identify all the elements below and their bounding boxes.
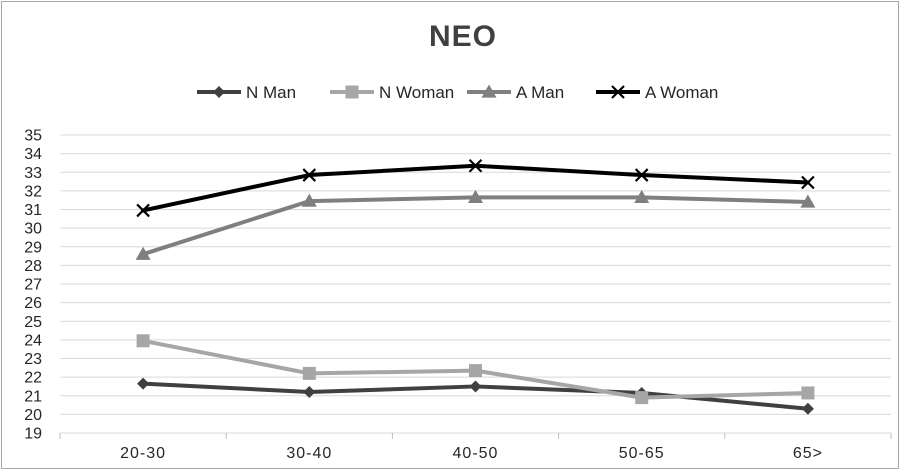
series-line-a-man [141, 195, 810, 257]
data-point-n-woman [801, 386, 815, 400]
y-tick-label: 32 [24, 183, 42, 200]
series-a-woman [136, 158, 815, 218]
y-tick-label: 33 [24, 165, 42, 182]
x-tick-label: 40-50 [453, 445, 499, 462]
x-tick-label: 50-65 [619, 445, 665, 462]
data-point-n-man [303, 386, 316, 399]
y-tick-label: 34 [24, 146, 42, 163]
data-point-a-man [301, 193, 317, 207]
data-point-a-man [135, 246, 151, 260]
x-tick-label: 30-40 [286, 445, 332, 462]
legend-label: N Man [246, 83, 296, 102]
y-tick-label: 26 [24, 295, 42, 312]
data-point-a-man [800, 194, 816, 208]
series-a-man [135, 189, 816, 260]
gridlines [59, 134, 892, 439]
data-point-a-woman [468, 158, 483, 173]
series-n-woman [136, 334, 815, 405]
data-point-n-man [137, 377, 150, 390]
chart-title: NEO [429, 20, 497, 53]
y-tick-label: 24 [24, 332, 42, 349]
data-point-n-man [469, 380, 482, 393]
data-point-n-man [801, 402, 814, 415]
data-point-a-woman [634, 168, 649, 182]
y-tick-label: 23 [24, 351, 42, 368]
data-point-a-man [634, 189, 650, 204]
y-tick-label: 28 [24, 258, 42, 275]
series-n-man [137, 377, 814, 415]
x-tick-label: 65> [793, 445, 823, 462]
legend-item-n-man: N Man [197, 83, 296, 102]
y-tick-label: 35 [24, 128, 42, 145]
data-point-n-woman [635, 391, 649, 405]
series-group [135, 158, 816, 415]
data-point-n-woman [469, 364, 482, 378]
y-tick-label: 20 [24, 407, 42, 424]
data-point-a-woman [136, 203, 150, 218]
data-point-n-woman [136, 334, 150, 348]
legend-swatch-marker [481, 84, 497, 98]
data-point-n-woman [302, 366, 316, 380]
y-tick-label: 30 [24, 221, 42, 238]
legend-label: N Woman [379, 83, 454, 102]
y-tick-label: 25 [24, 314, 42, 331]
legend-label: A Man [516, 83, 564, 102]
x-tick-label: 20-30 [120, 445, 166, 462]
data-point-a-man [468, 189, 483, 204]
x-axis-ticks: 20-30 30-40 40-50 50-65 65> [120, 445, 823, 462]
legend-swatch-marker [213, 86, 225, 98]
legend: N Man N Woman A Man A Woman [197, 83, 718, 102]
legend-swatch-marker [611, 85, 625, 99]
data-point-a-woman [302, 168, 317, 182]
legend-item-a-woman: A Woman [596, 83, 718, 102]
legend-swatch-marker [345, 85, 359, 99]
y-tick-label: 21 [24, 388, 42, 405]
legend-label: A Woman [645, 83, 718, 102]
y-tick-label: 19 [24, 426, 42, 443]
legend-item-n-woman: N Woman [330, 83, 454, 102]
y-tick-label: 31 [24, 202, 42, 219]
legend-item-a-man: A Man [467, 83, 564, 102]
data-point-a-woman [801, 175, 815, 190]
y-tick-label: 29 [24, 239, 42, 256]
y-tick-label: 27 [24, 277, 42, 294]
y-tick-label: 22 [24, 370, 42, 387]
